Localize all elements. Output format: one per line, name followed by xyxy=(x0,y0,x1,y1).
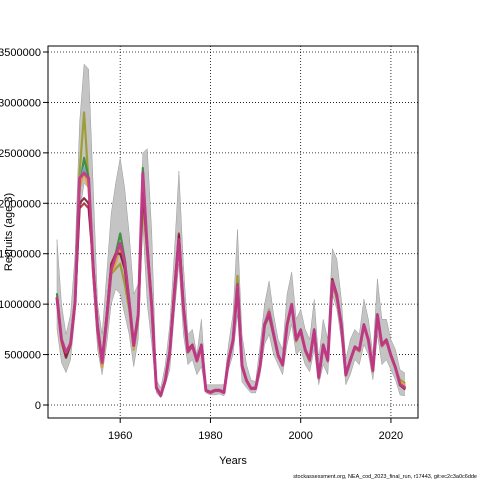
x-tick-label: 1980 xyxy=(198,430,222,442)
series-line xyxy=(55,171,406,397)
confidence-band xyxy=(56,63,405,399)
y-tick-label: 1500000 xyxy=(0,249,41,261)
y-tick-label: 500000 xyxy=(4,350,41,362)
x-axis-title: Years xyxy=(219,455,247,467)
x-tick-label: 2020 xyxy=(379,430,403,442)
confidence-band-area xyxy=(56,63,405,399)
y-tick-label: 0 xyxy=(35,400,41,412)
y-tick-label: 3000000 xyxy=(0,97,41,109)
y-tick-label: 1000000 xyxy=(0,299,41,311)
plot-frame xyxy=(47,45,419,419)
x-tick-label: 2000 xyxy=(288,430,312,442)
y-axis-title: Recruits (age 3) xyxy=(3,193,15,271)
y-tick-label: 3500000 xyxy=(0,47,41,59)
series-lines xyxy=(55,111,406,397)
y-tick-label: 2000000 xyxy=(0,198,41,210)
source-footer: stockassessment.org, NEA_cod_2023_final_… xyxy=(293,474,477,480)
y-axis: 0 500000 1000000 1500000 2000000 2500000 30000… xyxy=(0,47,48,412)
x-axis: 1960 1980 2000 2020 xyxy=(108,418,403,442)
y-tick-label: 2500000 xyxy=(0,148,41,160)
x-tick-label: 1960 xyxy=(108,430,132,442)
